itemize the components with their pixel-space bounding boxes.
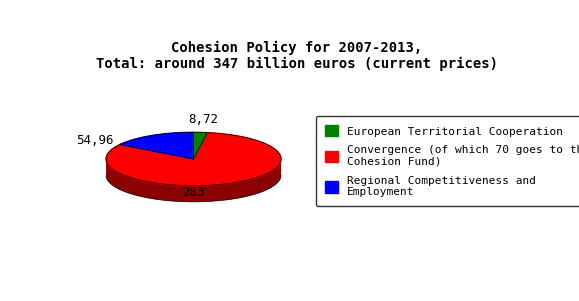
Text: 54,96: 54,96 [76,134,113,147]
Polygon shape [106,133,281,186]
Text: 8,72: 8,72 [188,113,218,126]
Polygon shape [120,132,193,159]
Text: 283: 283 [182,186,205,199]
Text: Cohesion Policy for 2007-2013,
Total: around 347 billion euros (current prices): Cohesion Policy for 2007-2013, Total: ar… [96,41,498,71]
Legend: European Territorial Cooperation, Convergence (of which 70 goes to the
Cohesion : European Territorial Cooperation, Conver… [316,116,579,206]
Polygon shape [193,132,207,159]
Polygon shape [106,159,281,202]
